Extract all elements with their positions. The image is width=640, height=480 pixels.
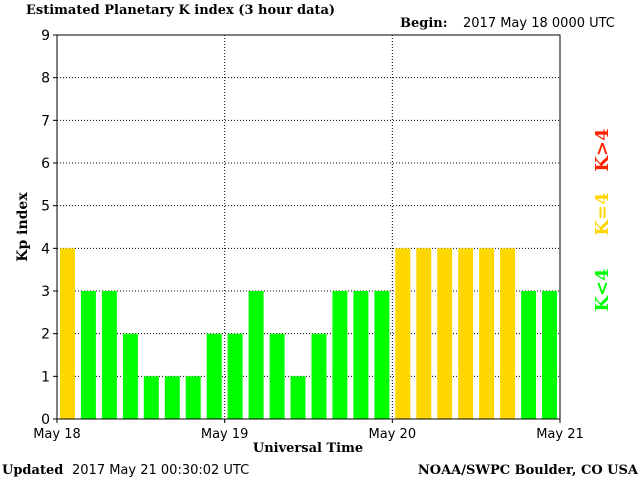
kp-bar [122, 333, 138, 419]
x-axis-label: Universal Time [253, 441, 363, 456]
kp-bar [311, 333, 327, 419]
x-tick-label: May 20 [369, 427, 417, 442]
begin-label: Begin: [400, 16, 448, 31]
kp-bar [353, 291, 369, 419]
kp-bar [248, 291, 264, 419]
kp-bar [290, 376, 306, 419]
x-tick-label: May 18 [33, 427, 81, 442]
plot-frame [56, 34, 561, 420]
kp-bar [206, 333, 222, 419]
legend-k-greater: K>4 [592, 128, 613, 171]
begin-value: 2017 May 18 0000 UTC [463, 16, 615, 31]
kp-bar [101, 291, 117, 419]
y-tick-label: 6 [41, 156, 50, 172]
kp-bar [269, 333, 285, 419]
y-axis-label: Kp index [15, 192, 31, 262]
bars [60, 248, 557, 419]
y-tick-label: 8 [41, 71, 50, 87]
x-tick-label: May 21 [536, 427, 584, 442]
y-tick-label: 3 [41, 284, 50, 300]
kp-bar [458, 248, 474, 419]
y-tick-label: 7 [41, 113, 50, 129]
legend-k-less: K<4 [592, 268, 613, 311]
y-tick-labels: 0 1 2 3 4 5 6 7 8 9 [41, 28, 57, 428]
kp-bar [374, 291, 390, 419]
y-tick-label: 5 [41, 199, 50, 215]
kp-bar [500, 248, 516, 419]
kp-bar [437, 248, 453, 419]
kp-bar [164, 376, 180, 419]
kp-bar [60, 248, 75, 419]
x-tick-label: May 19 [201, 427, 249, 442]
updated-label: Updated [2, 463, 63, 478]
kp-bar [521, 291, 537, 419]
kp-bar [80, 291, 96, 419]
kp-bar [479, 248, 495, 419]
chart-title: Estimated Planetary K index (3 hour data… [26, 3, 335, 18]
kp-bar [185, 376, 201, 419]
x-tick-labels: May 18 May 19 May 20 May 21 [33, 419, 584, 442]
updated-value: 2017 May 21 00:30:02 UTC [72, 463, 249, 478]
y-tick-label: 4 [41, 241, 50, 257]
y-tick-label: 2 [41, 327, 50, 343]
grid-lines [57, 35, 560, 419]
kp-bar [395, 248, 411, 419]
kp-bar [227, 333, 243, 419]
y-tick-label: 0 [41, 412, 50, 428]
source-credit: NOAA/SWPC Boulder, CO USA [418, 463, 639, 478]
kp-bar [332, 291, 348, 419]
kp-bar [143, 376, 159, 419]
legend-k-equal: K=4 [592, 192, 613, 235]
kp-bar [542, 291, 557, 419]
kp-bar [416, 248, 432, 419]
y-tick-label: 1 [41, 369, 50, 385]
y-tick-label: 9 [41, 28, 50, 44]
